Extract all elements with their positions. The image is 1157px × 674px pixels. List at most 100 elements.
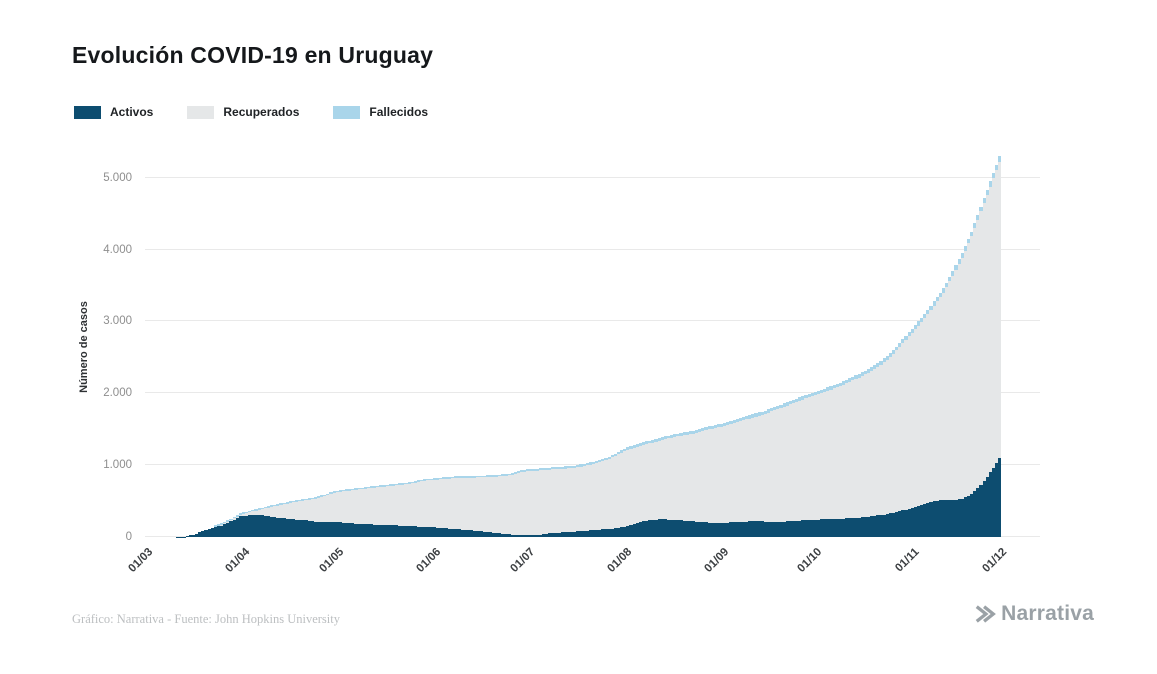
bar-segment-activos (204, 530, 208, 537)
bar-segment-activos (716, 523, 720, 537)
bar (470, 149, 474, 537)
bar-segment-fallecidos (373, 486, 377, 488)
bar-segment-fallecidos (448, 476, 452, 479)
bar-segment-recuperados (576, 467, 580, 532)
bar-segment-fallecidos (585, 463, 589, 466)
bar-segment-activos (226, 522, 230, 537)
bar (457, 149, 461, 537)
bar-segment-recuperados (413, 482, 417, 527)
bar-segment-recuperados (607, 458, 611, 529)
bar-segment-fallecidos (935, 297, 939, 302)
bar-segment-recuperados (835, 387, 839, 519)
gridline (145, 248, 1040, 250)
bar (732, 149, 736, 537)
bar-segment-recuperados (266, 507, 270, 517)
bar-segment-activos (760, 521, 764, 537)
bar (410, 149, 414, 537)
bar (766, 149, 770, 537)
bar-segment-recuperados (770, 411, 774, 522)
y-axis-title-text: Número de casos (78, 301, 90, 393)
bar-segment-activos (929, 502, 933, 537)
bar (513, 149, 517, 537)
bar (885, 149, 889, 537)
bar (188, 149, 192, 537)
bar (804, 149, 808, 537)
bar (888, 149, 892, 537)
bar (979, 149, 983, 537)
bar-segment-activos (982, 480, 986, 537)
bar-segment-recuperados (254, 510, 258, 516)
bar-segment-activos (913, 506, 917, 537)
bar-segment-fallecidos (438, 477, 442, 480)
bar-segment-activos (357, 523, 361, 537)
bar (348, 149, 352, 537)
bar (823, 149, 827, 537)
bar-segment-activos (323, 522, 327, 537)
bar-segment-activos (563, 532, 567, 537)
bar-segment-recuperados (320, 496, 324, 523)
bar-segment-activos (320, 522, 324, 537)
bar-segment-fallecidos (732, 420, 736, 424)
bar-segment-activos (845, 518, 849, 537)
bar-segment-activos (757, 521, 761, 537)
bar-segment-recuperados (804, 398, 808, 521)
bar (226, 149, 230, 537)
bar (651, 149, 655, 537)
bar-segment-recuperados (895, 350, 899, 512)
x-tick-label: 01/08 (604, 546, 634, 575)
bar-segment-activos (895, 511, 899, 537)
bar-segment-recuperados (276, 505, 280, 518)
bar-segment-recuperados (520, 472, 524, 535)
bar-segment-recuperados (316, 497, 320, 522)
bar-segment-recuperados (229, 520, 233, 522)
bar-segment-recuperados (945, 286, 949, 500)
bar-segment-fallecidos (685, 431, 689, 435)
bar-segment-fallecidos (423, 479, 427, 481)
bar (585, 149, 589, 537)
bar (835, 149, 839, 537)
legend-swatch-recuperados (187, 105, 215, 119)
bar-segment-fallecidos (976, 214, 980, 220)
bar-segment-fallecidos (313, 497, 317, 499)
bar-segment-fallecidos (923, 314, 927, 319)
bar-segment-recuperados (310, 499, 314, 522)
bar (510, 149, 514, 537)
bar-segment-fallecidos (276, 504, 280, 506)
bar-segment-recuperados (907, 336, 911, 509)
bar-segment-recuperados (623, 451, 627, 527)
bar-segment-activos (713, 522, 717, 537)
bar (745, 149, 749, 537)
bar-segment-activos (291, 519, 295, 537)
bar-segment-activos (976, 488, 980, 537)
bar-segment-recuperados (313, 498, 317, 522)
bar-segment-recuperados (604, 460, 608, 530)
bar-segment-recuperados (932, 305, 936, 502)
bar-segment-recuperados (351, 490, 355, 524)
bar-segment-activos (720, 522, 724, 537)
bar-segment-activos (663, 519, 667, 537)
bar-segment-fallecidos (598, 459, 602, 463)
bar (473, 149, 477, 537)
bar-segment-recuperados (491, 477, 495, 533)
bar (520, 149, 524, 537)
bar (948, 149, 952, 537)
bar (282, 149, 286, 537)
bar-segment-fallecidos (982, 198, 986, 204)
bar-segment-activos (301, 520, 305, 537)
bar-segment-recuperados (635, 446, 639, 524)
bar-segment-activos (360, 524, 364, 537)
bar-segment-recuperados (329, 493, 333, 523)
bar-segment-fallecidos (382, 485, 386, 487)
bar-segment-fallecidos (766, 409, 770, 413)
bar-segment-recuperados (910, 332, 914, 508)
bar-segment-activos (626, 525, 630, 537)
bar (241, 149, 245, 537)
bar-segment-recuperados (532, 470, 536, 535)
bar-segment-recuperados (998, 161, 1002, 458)
bar-segment-fallecidos (735, 419, 739, 423)
bar-segment-activos (788, 521, 792, 537)
bar-segment-recuperados (595, 463, 599, 530)
bar-segment-recuperados (288, 502, 292, 520)
bar-segment-fallecidos (304, 498, 308, 501)
bar-segment-activos (263, 515, 267, 537)
